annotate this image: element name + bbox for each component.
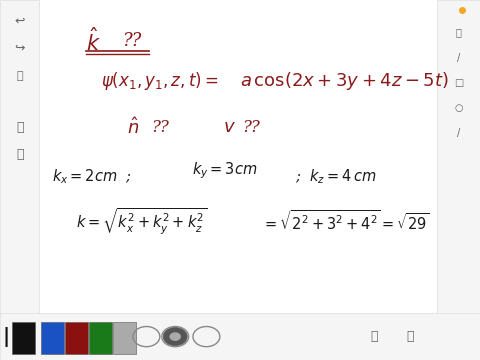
Text: 🗑: 🗑 bbox=[16, 71, 23, 81]
Bar bbox=[437, 0, 480, 317]
Bar bbox=[113, 322, 136, 354]
Text: $\hat{n}$: $\hat{n}$ bbox=[127, 117, 139, 138]
Text: /: / bbox=[457, 53, 460, 63]
Bar bbox=[12, 322, 35, 354]
Text: ;  $k_z = 4\,cm$: ; $k_z = 4\,cm$ bbox=[295, 167, 377, 186]
Circle shape bbox=[169, 332, 181, 341]
Text: $= \sqrt{2^2+3^2+4^2} = \sqrt{29}$: $= \sqrt{2^2+3^2+4^2} = \sqrt{29}$ bbox=[262, 210, 430, 233]
Bar bbox=[0, 313, 480, 360]
Circle shape bbox=[163, 328, 187, 346]
Bar bbox=[41, 322, 64, 354]
Text: ⧉: ⧉ bbox=[371, 330, 378, 343]
Text: $\hat{k}$: $\hat{k}$ bbox=[86, 28, 101, 55]
Text: ↩: ↩ bbox=[14, 15, 25, 28]
Text: ⧉: ⧉ bbox=[407, 330, 414, 343]
Text: 🎨: 🎨 bbox=[456, 27, 461, 37]
Text: ↪: ↪ bbox=[14, 42, 25, 55]
Text: ??: ?? bbox=[242, 119, 260, 136]
Text: $v$: $v$ bbox=[223, 118, 236, 136]
Text: /: / bbox=[457, 128, 460, 138]
Text: $k = \sqrt{k_x^2+k_y^2+k_z^2}$: $k = \sqrt{k_x^2+k_y^2+k_z^2}$ bbox=[76, 206, 207, 237]
Bar bbox=[89, 322, 112, 354]
Text: ??: ?? bbox=[151, 119, 169, 136]
Text: $k_y = 3cm$: $k_y = 3cm$ bbox=[192, 161, 258, 181]
Text: $a\,\cos(2x+3y+4z-5t)$: $a\,\cos(2x+3y+4z-5t)$ bbox=[240, 70, 449, 92]
Text: ⬜: ⬜ bbox=[16, 148, 24, 161]
Text: |: | bbox=[2, 327, 10, 347]
Text: $k_x = 2cm$  ;: $k_x = 2cm$ ; bbox=[52, 167, 132, 186]
Text: □: □ bbox=[454, 78, 463, 88]
Bar bbox=[0, 0, 39, 317]
Text: ○: ○ bbox=[454, 103, 463, 113]
Bar bbox=[65, 322, 88, 354]
Text: $\psi(x_1,y_1,z,t)=$: $\psi(x_1,y_1,z,t)=$ bbox=[101, 70, 218, 92]
Text: ⬜: ⬜ bbox=[16, 121, 24, 134]
Text: ??: ?? bbox=[122, 32, 142, 50]
